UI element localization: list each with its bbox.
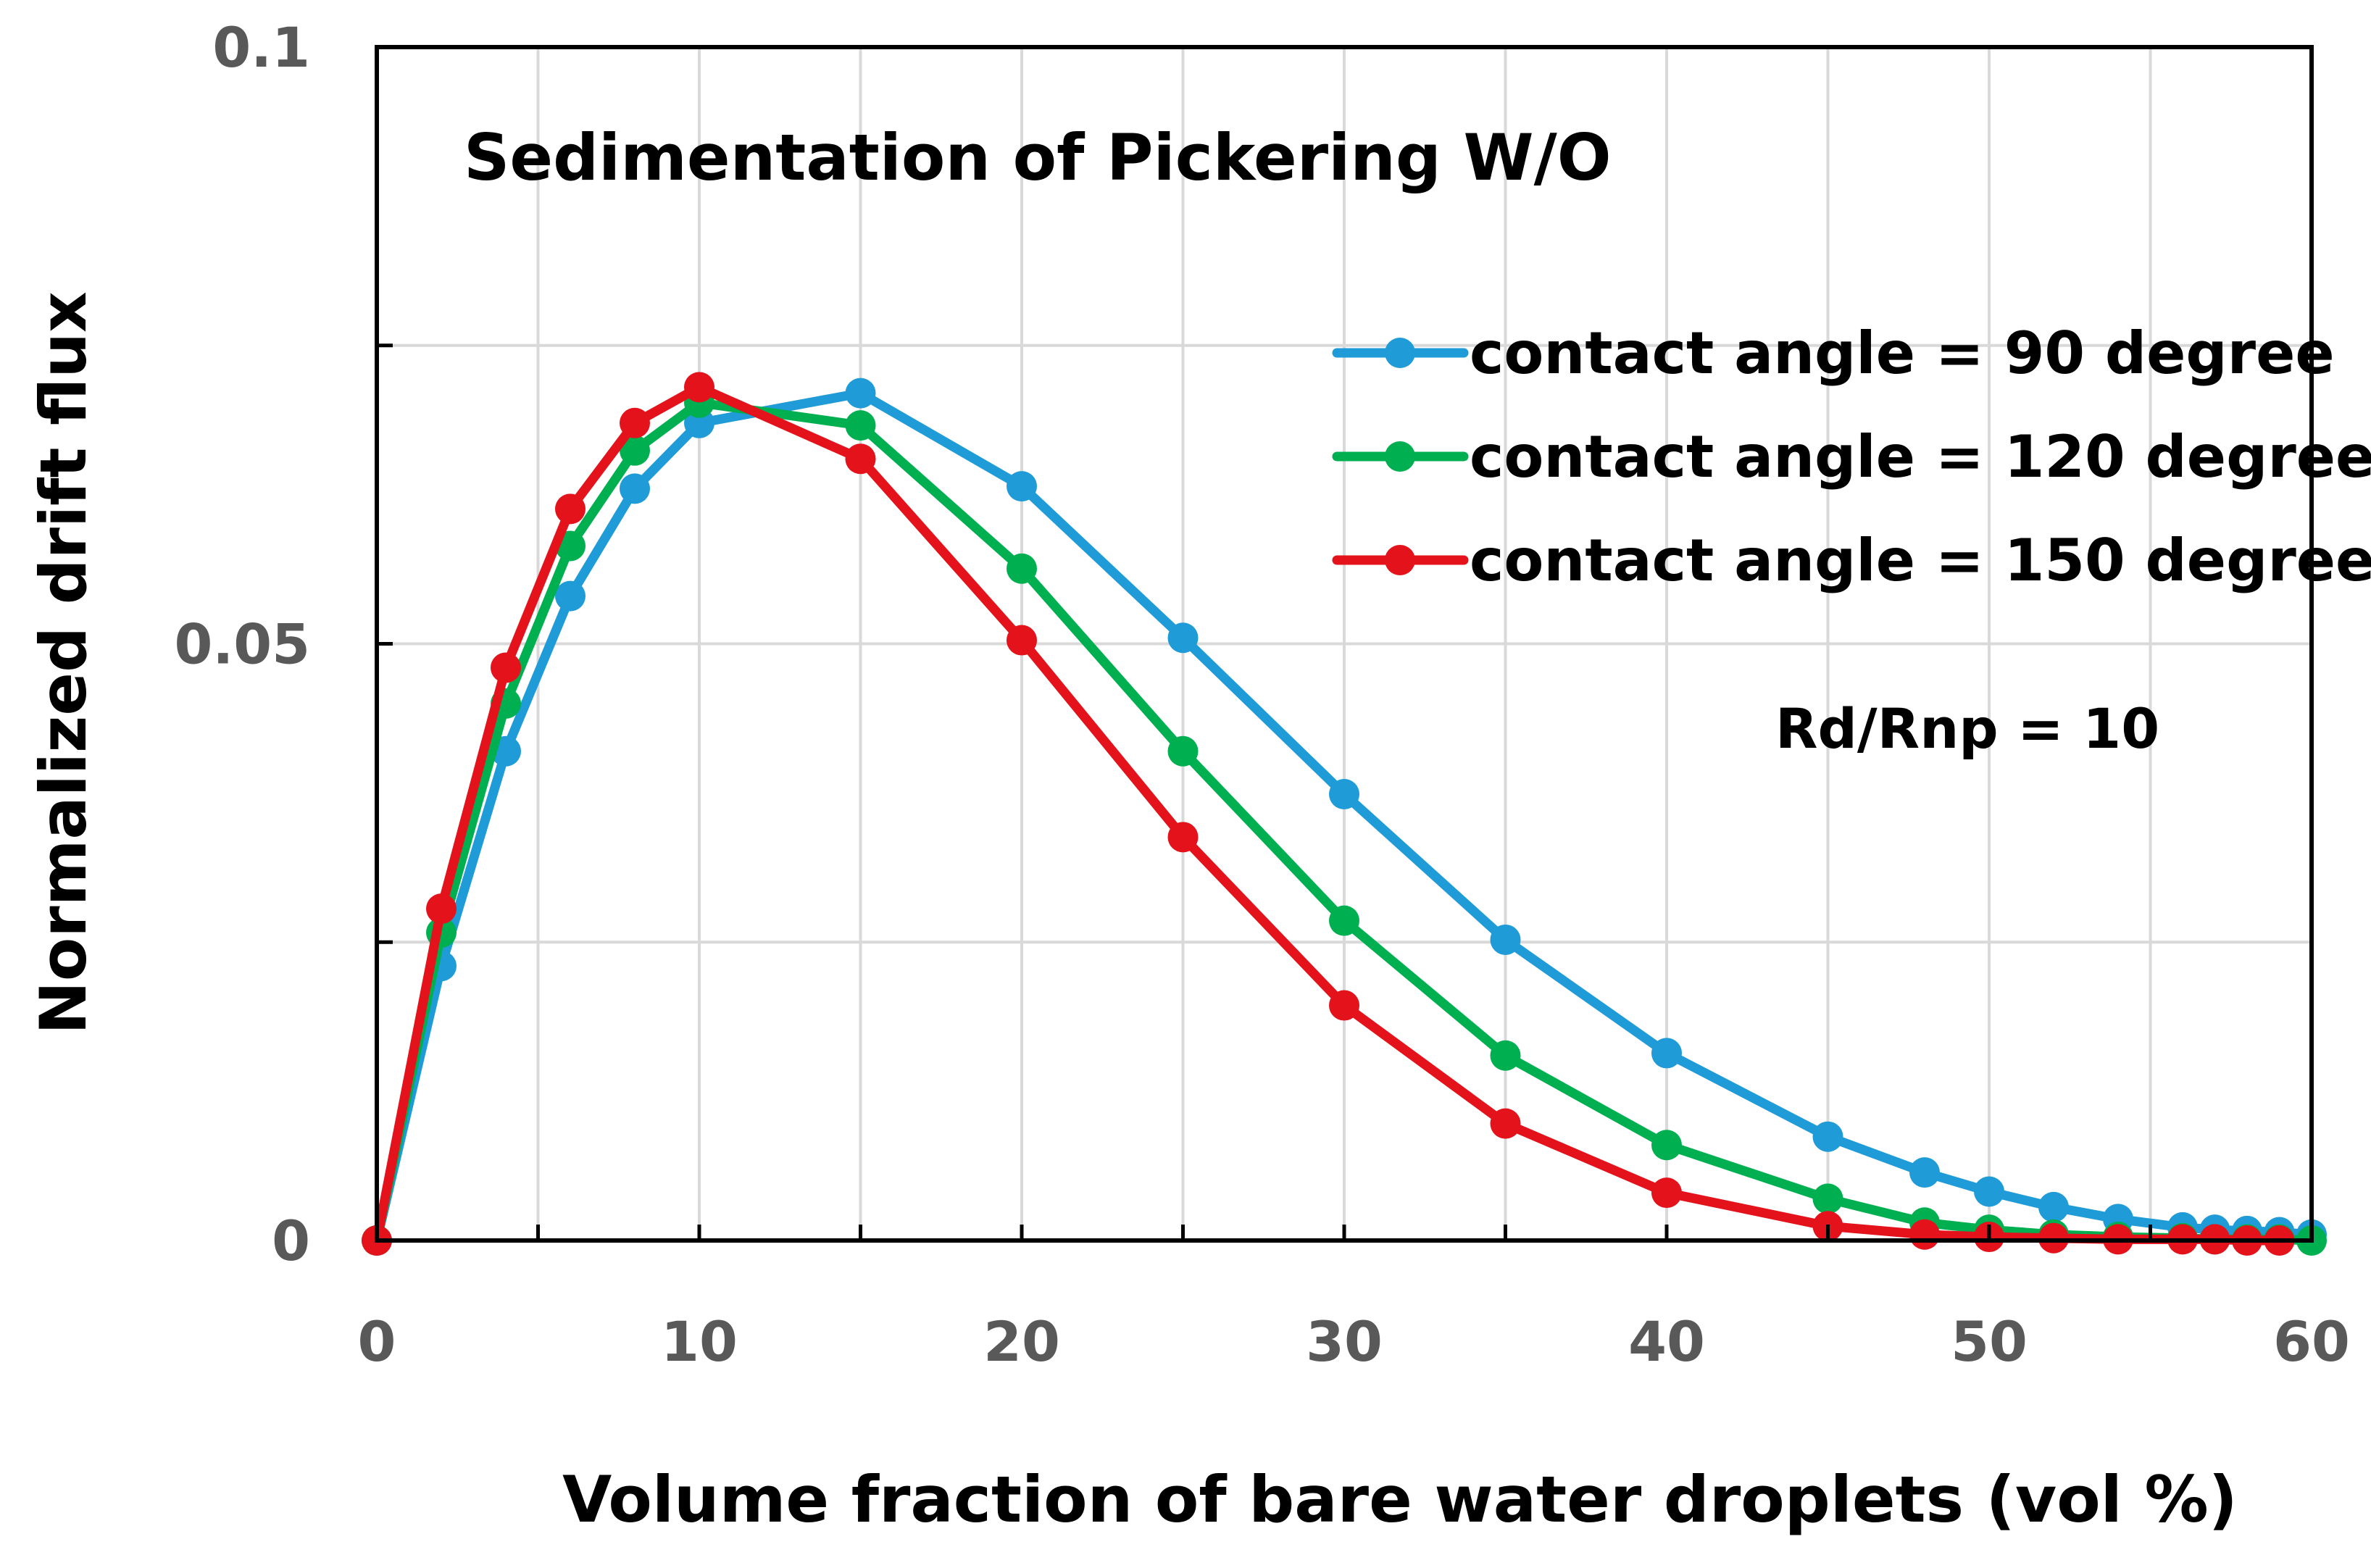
legend-swatch-marker [1385, 338, 1415, 368]
data-point [1909, 1219, 1940, 1250]
data-point [1651, 1177, 1682, 1209]
x-axis-title: Volume fraction of bare water droplets (… [562, 1462, 2238, 1537]
data-point [1007, 625, 1037, 656]
data-point [1329, 905, 1359, 936]
x-tick-label: 10 [661, 1309, 738, 1374]
legend-label: contact angle = 150 degree [1470, 527, 2371, 594]
legend-label: contact angle = 120 degree [1470, 423, 2371, 491]
data-point [1329, 990, 1359, 1021]
data-point [684, 372, 714, 403]
y-tick-label: 0 [272, 1209, 310, 1273]
x-tick-label: 20 [983, 1309, 1060, 1374]
x-tick-label: 30 [1306, 1309, 1383, 1374]
data-point [620, 473, 650, 504]
data-point [426, 893, 457, 925]
data-point [1974, 1176, 2004, 1207]
x-tick-label: 60 [2273, 1309, 2350, 1374]
data-point [1007, 471, 1037, 502]
data-point [1167, 822, 1199, 853]
data-point [1651, 1038, 1682, 1069]
data-point [555, 493, 586, 525]
legend-item: contact angle = 90 degree [1332, 320, 2335, 387]
data-point [845, 443, 876, 475]
data-point [491, 652, 521, 683]
data-point [2038, 1191, 2069, 1222]
series-line [372, 388, 2317, 1246]
x-tick-label: 50 [1951, 1309, 2028, 1374]
data-point [2038, 1222, 2069, 1254]
data-point [620, 435, 650, 466]
data-point [620, 407, 650, 438]
data-point [1490, 1108, 1521, 1139]
x-tick-label: 40 [1628, 1309, 1705, 1374]
legend-label: contact angle = 90 degree [1470, 320, 2335, 387]
data-point [1329, 779, 1359, 810]
ratio-annotation: Rd/Rnp = 10 [1775, 696, 2159, 761]
data-point [845, 410, 876, 441]
tick-layer: 0 10 20 30 40 50 60 0 0.05 0.1 [174, 15, 2349, 1374]
data-point [1167, 735, 1199, 767]
data-point [1007, 553, 1037, 584]
data-point [1490, 924, 1521, 955]
legend: contact angle = 90 degree contact angle =… [1332, 320, 2371, 594]
data-point [1167, 622, 1199, 654]
data-point [555, 580, 586, 612]
y-axis-title: Normalized drift flux [26, 291, 101, 1035]
data-point [1909, 1157, 1940, 1188]
legend-swatch-marker [1385, 441, 1415, 472]
legend-item: contact angle = 150 degree [1332, 527, 2371, 594]
data-point [845, 378, 876, 409]
x-tick-label: 0 [358, 1309, 396, 1374]
data-point [1812, 1121, 1843, 1152]
y-tick-label: 0.05 [174, 612, 310, 677]
legend-swatch-marker [1385, 545, 1415, 575]
y-tick-label: 0.1 [212, 15, 310, 80]
data-point [1490, 1040, 1521, 1071]
data-point [1812, 1183, 1843, 1214]
data-point [1651, 1130, 1682, 1161]
chart-title: Sedimentation of Pickering W/O [464, 120, 1612, 195]
grid-layer [377, 47, 2312, 1240]
legend-item: contact angle = 120 degree [1332, 423, 2371, 491]
series-1 [362, 378, 2327, 1256]
